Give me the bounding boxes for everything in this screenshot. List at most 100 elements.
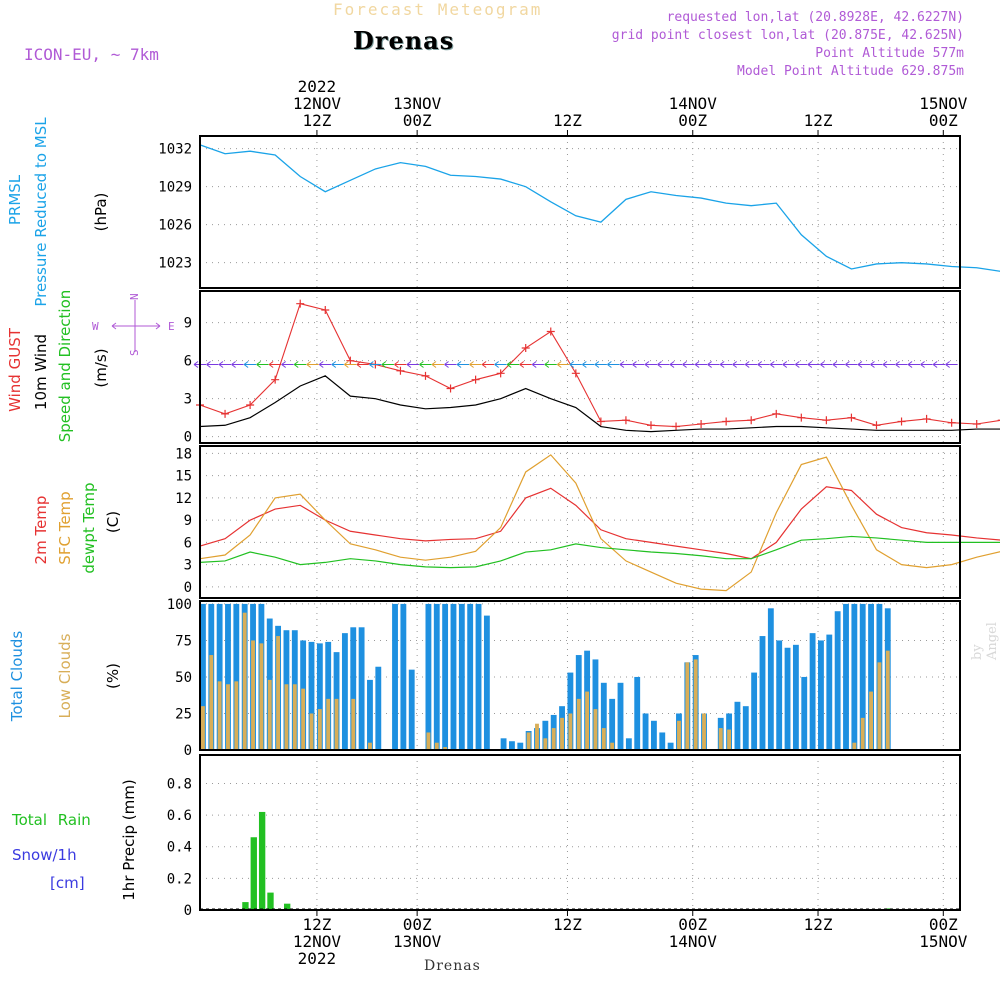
total-cloud-bar <box>809 633 816 750</box>
low-cloud-bar <box>201 706 205 750</box>
total-cloud-bar <box>458 603 465 750</box>
low-cloud-bar <box>535 723 539 750</box>
wind-direction-arrow <box>544 361 557 368</box>
temperature-ylabel-unit: (C) <box>104 511 122 533</box>
low-cloud-bar <box>334 698 339 750</box>
total-cloud-bar <box>425 603 432 750</box>
wind-direction-arrow <box>206 361 219 368</box>
wind-direction-arrow <box>506 361 520 368</box>
gust-point-marker <box>546 327 555 336</box>
total-cloud-bar <box>776 640 783 750</box>
total-cloud-bar <box>609 698 616 750</box>
temperature-ytick-label: 9 <box>184 513 192 529</box>
gust-point-marker <box>571 369 580 378</box>
wind-ytick-label: 9 <box>184 316 192 332</box>
total-cloud-bar <box>634 676 641 750</box>
wind-direction-arrow <box>832 361 845 368</box>
low-cloud-bar <box>351 698 356 750</box>
low-cloud-bar <box>242 612 247 750</box>
wind-direction-arrow <box>682 361 695 368</box>
wind-series-line <box>199 375 1000 433</box>
low-cloud-bar <box>443 747 448 750</box>
wind-direction-arrow <box>293 361 307 368</box>
bottom-time-label: 15NOV <box>919 932 968 951</box>
wind-direction-arrow <box>381 361 394 368</box>
wind-direction-arrow <box>494 361 507 368</box>
temperature-ytick-label: 6 <box>184 535 192 551</box>
wind-direction-arrow <box>394 361 407 368</box>
top-time-label: 12Z <box>553 111 582 130</box>
low-cloud-bar <box>209 655 214 750</box>
pressure-ylabel-long: Pressure Reduced to MSL <box>32 117 50 307</box>
wind-direction-arrow <box>644 361 657 368</box>
snow-label: Snow/1h <box>12 846 77 864</box>
total-cloud-bar <box>617 682 624 750</box>
total-cloud-bar <box>600 682 607 750</box>
total-cloud-bar <box>400 603 407 750</box>
low-cloud-bar <box>568 713 573 750</box>
total-cloud-bar <box>500 738 507 750</box>
wind-ylabel: 10m Wind <box>32 334 50 410</box>
total-cloud-bar <box>826 634 833 750</box>
rain-bar <box>242 902 249 910</box>
compass-arrows-icon <box>111 300 161 352</box>
wind-direction-arrow <box>556 361 570 368</box>
total-cloud-bar <box>767 608 774 750</box>
compass-west-label: W <box>92 320 99 333</box>
wind-direction-arrow <box>369 361 382 368</box>
wind-direction-arrow <box>431 361 445 368</box>
pressure-ylabel-unit: (hPa) <box>92 193 110 232</box>
gust-point-marker <box>672 422 681 431</box>
wind-direction-arrow <box>344 361 357 368</box>
total-cloud-bar <box>225 603 231 750</box>
wind-direction-arrow <box>444 361 457 368</box>
rain-bar <box>258 811 266 910</box>
compass-south-label: S <box>128 349 141 356</box>
clouds-ytick-label: 100 <box>167 597 192 613</box>
wind-direction-arrow <box>807 361 820 368</box>
bottom-time-label: 00Z <box>929 915 958 934</box>
gust-point-marker <box>697 420 706 428</box>
top-time-label: 12Z <box>302 111 331 130</box>
total-cloud-bar <box>433 603 440 750</box>
low-cloud-bar <box>326 698 331 750</box>
total-cloud-bar <box>350 627 357 750</box>
total-cloud-bar <box>509 741 515 750</box>
clouds-panel-frame <box>199 600 961 751</box>
total-cloud-bar <box>316 643 323 750</box>
low-cloud-bar <box>317 709 322 750</box>
rain-bar <box>250 837 257 910</box>
wind-direction-arrow <box>569 361 582 368</box>
total-cloud-bar <box>567 672 574 750</box>
total-cloud-bar <box>483 615 490 750</box>
top-time-label: 13NOV <box>393 94 442 113</box>
gust-point-marker <box>872 421 881 430</box>
wind-direction-arrow <box>782 361 795 368</box>
wind-direction-arrow <box>419 361 432 368</box>
dewpoint-series-line <box>199 535 1000 569</box>
wind-ylabel-unit: (m/s) <box>92 348 110 387</box>
top-time-label: 15NOV <box>919 94 968 113</box>
precip-ytick-label: 0.8 <box>167 776 192 792</box>
low-cloud-bar <box>526 732 531 750</box>
gust-point-marker <box>271 375 280 384</box>
total-cloud-bar <box>734 701 741 750</box>
rain-bar <box>267 892 274 910</box>
wind-panel-frame <box>199 290 961 444</box>
pressure-ylabel-short: PRMSL <box>6 174 24 225</box>
total-cloud-bar <box>325 641 332 750</box>
low-cloud-bar <box>543 738 548 750</box>
low-cloud-bar <box>259 643 264 750</box>
footer-station-label: Drenas <box>424 958 481 974</box>
clouds-ytick-label: 75 <box>175 633 192 649</box>
low-cloud-bar <box>434 742 439 750</box>
total-clouds-ylabel: Total Clouds <box>8 631 26 723</box>
wind-direction-arrow <box>945 361 958 368</box>
temperature-ytick-label: 0 <box>184 580 192 596</box>
total-cloud-bar <box>542 720 549 750</box>
precip-ytick-label: 0.2 <box>167 871 192 887</box>
gust-point-marker <box>897 417 906 426</box>
temperature-panel-frame <box>199 445 961 599</box>
total-cloud-bar <box>851 603 858 750</box>
total-cloud-bar <box>868 603 874 750</box>
